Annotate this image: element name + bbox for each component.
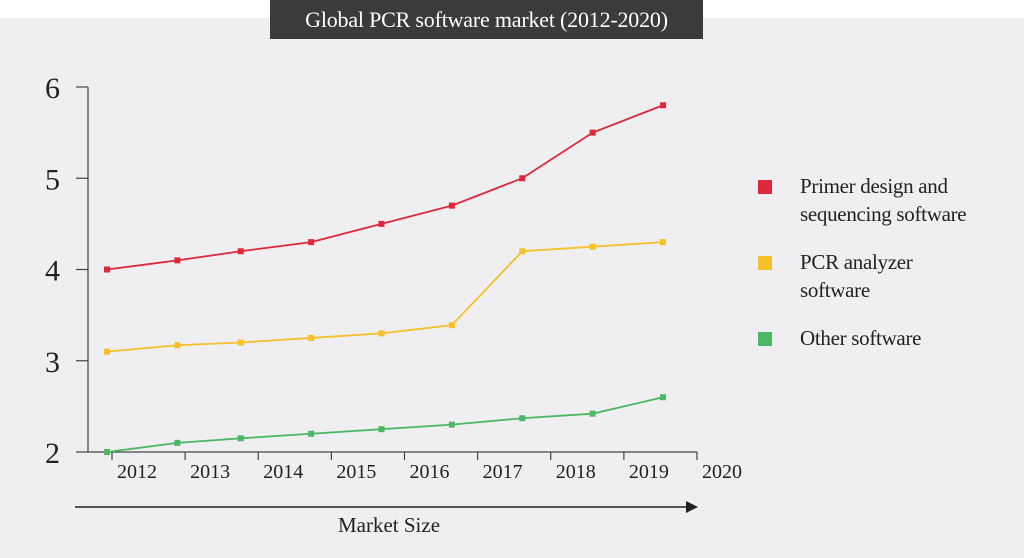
data-point [519, 248, 526, 255]
x-axis-label: Market Size [338, 513, 440, 537]
data-point [174, 342, 181, 349]
legend-swatch [758, 332, 772, 346]
legend-swatch [758, 256, 772, 270]
chart-title: Global PCR software market (2012-2020) [270, 0, 703, 39]
data-point [589, 243, 596, 250]
legend-label: software [800, 278, 870, 302]
data-point [448, 202, 455, 209]
x-tick-label: 2014 [263, 461, 303, 483]
data-point [448, 421, 455, 428]
data-point [519, 415, 526, 422]
data-point [660, 394, 666, 401]
x-tick-label: 2020 [702, 461, 742, 483]
data-point [237, 339, 244, 346]
data-point [104, 449, 110, 455]
data-point [660, 102, 666, 109]
data-point [308, 334, 315, 341]
x-tick-label: 2012 [117, 461, 157, 483]
x-tick-label: 2016 [410, 461, 450, 483]
legend-label: sequencing software [800, 202, 967, 226]
data-point [104, 266, 110, 273]
x-tick-label: 2017 [483, 461, 523, 483]
series-line [106, 396, 664, 453]
y-tick-label: 6 [45, 72, 60, 105]
legend-item: Primer design and sequencing software [758, 172, 1018, 228]
chart-axes [87, 87, 697, 453]
data-point [308, 239, 315, 246]
x-axis-arrow-head [686, 501, 698, 513]
series-line [106, 104, 664, 271]
legend-label: Other software [800, 326, 922, 350]
x-tick-label: 2013 [190, 461, 230, 483]
chart-series [104, 102, 666, 455]
x-tick-label: 2018 [556, 461, 596, 483]
y-tick-label: 4 [45, 255, 60, 288]
legend-item: Other software [758, 324, 1018, 352]
data-point [378, 220, 385, 227]
data-point [104, 348, 110, 355]
x-axis-label-group: Market Size [75, 501, 698, 537]
data-point [519, 175, 526, 182]
y-tick-label: 3 [45, 346, 60, 379]
data-point [308, 430, 315, 437]
data-point [448, 322, 455, 329]
data-point [237, 248, 244, 255]
data-point [378, 426, 385, 433]
legend-swatch [758, 180, 772, 194]
data-point [589, 410, 596, 417]
data-point [589, 129, 596, 136]
data-point [660, 239, 666, 246]
data-point [174, 439, 181, 446]
y-tick-label: 2 [45, 437, 60, 470]
chart-panel [0, 18, 1024, 558]
x-tick-label: 2015 [336, 461, 376, 483]
legend-item: PCR analyzer software [758, 248, 1018, 304]
y-tick-label: 5 [45, 163, 60, 196]
chart-ticks: 2 3 4 5 6 2012 2013 2014 2015 2016 2017 2018 2019 202… [45, 72, 742, 483]
chart-legend: Primer design and sequencing software PCR … [758, 172, 1018, 372]
data-point [378, 330, 385, 337]
x-tick-label: 2019 [629, 461, 669, 483]
legend-label: PCR analyzer [800, 250, 913, 274]
legend-label: Primer design and [800, 174, 948, 198]
data-point [174, 257, 181, 264]
data-point [237, 435, 244, 442]
